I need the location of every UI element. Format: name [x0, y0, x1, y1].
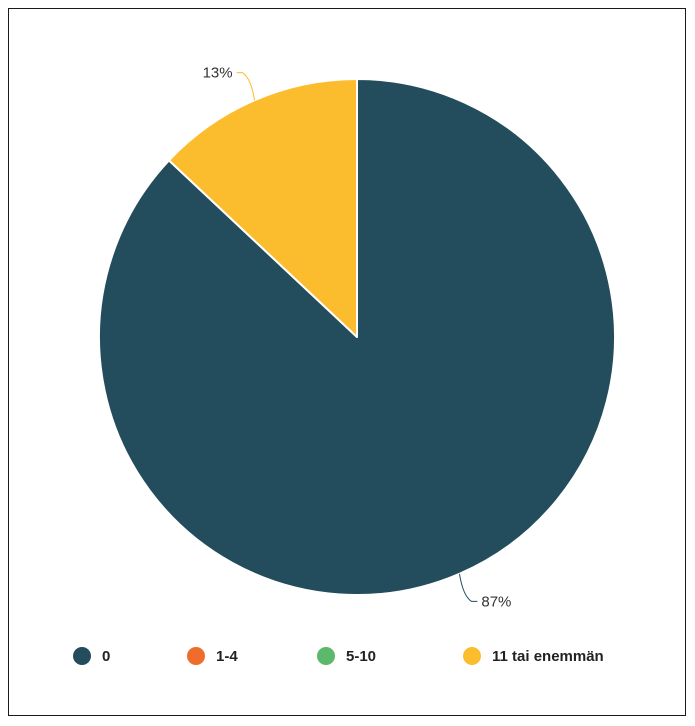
legend-label-5-10: 5-10 [346, 648, 376, 665]
legend-marker-1-4 [187, 647, 205, 665]
legend-label-0: 0 [102, 648, 110, 665]
legend-item-0[interactable]: 0 [73, 647, 110, 665]
data-label-0: 87% [481, 593, 511, 610]
legend-label-11-tai-enemm-n: 11 tai enemmän [492, 648, 604, 665]
data-label-11-tai-enemm-n: 13% [203, 65, 233, 82]
legend-item-11-tai-enemm-n[interactable]: 11 tai enemmän [463, 647, 604, 665]
legend-marker-0 [73, 647, 91, 665]
legend: 0 1-4 5-10 11 tai enemmän [73, 647, 604, 665]
leader-line-0 [458, 573, 478, 602]
legend-item-1-4[interactable]: 1-4 [187, 647, 238, 665]
pie-slice-11-tai-enemm-n[interactable] [167, 78, 358, 338]
data-labels: 87% 13% [203, 65, 512, 611]
pie-slices [98, 78, 616, 596]
legend-marker-5-10 [317, 647, 335, 665]
legend-label-1-4: 1-4 [216, 648, 238, 665]
legend-item-5-10[interactable]: 5-10 [317, 647, 376, 665]
leader-lines [236, 72, 478, 602]
leader-line-11-tai-enemm-n [236, 72, 256, 101]
legend-marker-11-tai-enemm-n [463, 647, 481, 665]
